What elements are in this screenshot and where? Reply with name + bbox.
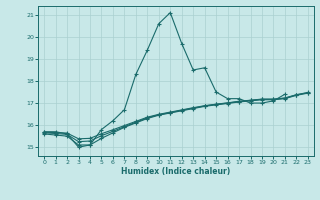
- X-axis label: Humidex (Indice chaleur): Humidex (Indice chaleur): [121, 167, 231, 176]
